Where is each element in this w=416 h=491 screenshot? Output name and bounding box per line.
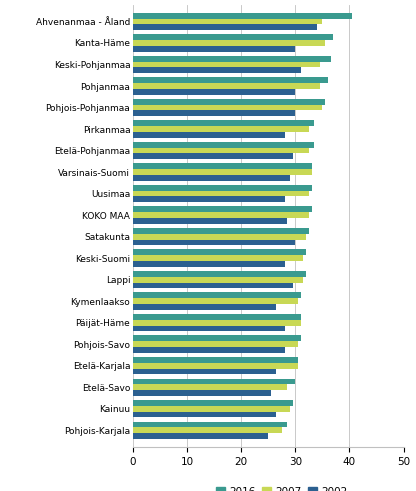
Bar	[133, 110, 295, 116]
Bar	[133, 390, 271, 396]
Bar	[133, 148, 309, 154]
Legend: 2016, 2007, 2002: 2016, 2007, 2002	[212, 483, 352, 491]
Bar	[133, 277, 304, 282]
Bar	[133, 34, 333, 40]
Bar	[133, 228, 309, 234]
Bar	[133, 196, 285, 202]
Bar	[133, 191, 309, 196]
Bar	[133, 154, 292, 159]
Bar	[133, 56, 330, 61]
Bar	[133, 282, 292, 288]
Bar	[133, 99, 325, 105]
Bar	[133, 89, 295, 95]
Bar	[133, 132, 285, 138]
Bar	[133, 411, 277, 417]
Bar	[133, 218, 287, 224]
Bar	[133, 320, 301, 326]
Bar	[133, 126, 309, 132]
Bar	[133, 293, 301, 298]
Bar	[133, 169, 312, 175]
Bar	[133, 304, 277, 310]
Bar	[133, 77, 328, 83]
Bar	[133, 326, 285, 331]
Bar	[133, 13, 352, 19]
Bar	[133, 369, 277, 375]
Bar	[133, 83, 320, 89]
Bar	[133, 240, 295, 246]
Bar	[133, 357, 298, 363]
Bar	[133, 142, 314, 148]
Bar	[133, 433, 268, 439]
Bar	[133, 384, 287, 390]
Bar	[133, 314, 301, 320]
Bar	[133, 46, 295, 52]
Bar	[133, 363, 298, 369]
Bar	[133, 347, 285, 353]
Bar	[133, 406, 290, 411]
Bar	[133, 25, 317, 30]
Bar	[133, 67, 301, 73]
Bar	[133, 298, 298, 304]
Bar	[133, 427, 282, 433]
Bar	[133, 234, 306, 240]
Bar	[133, 249, 306, 255]
Bar	[133, 212, 309, 218]
Bar	[133, 400, 292, 406]
Bar	[133, 105, 322, 110]
Bar	[133, 185, 312, 191]
Bar	[133, 61, 320, 67]
Bar	[133, 422, 287, 427]
Bar	[133, 255, 304, 261]
Bar	[133, 335, 301, 341]
Bar	[133, 206, 312, 212]
Bar	[133, 175, 290, 181]
Bar	[133, 341, 298, 347]
Bar	[133, 271, 306, 277]
Bar	[133, 19, 322, 25]
Bar	[133, 164, 312, 169]
Bar	[133, 379, 295, 384]
Bar	[133, 40, 325, 46]
Bar	[133, 261, 285, 267]
Bar	[133, 120, 314, 126]
